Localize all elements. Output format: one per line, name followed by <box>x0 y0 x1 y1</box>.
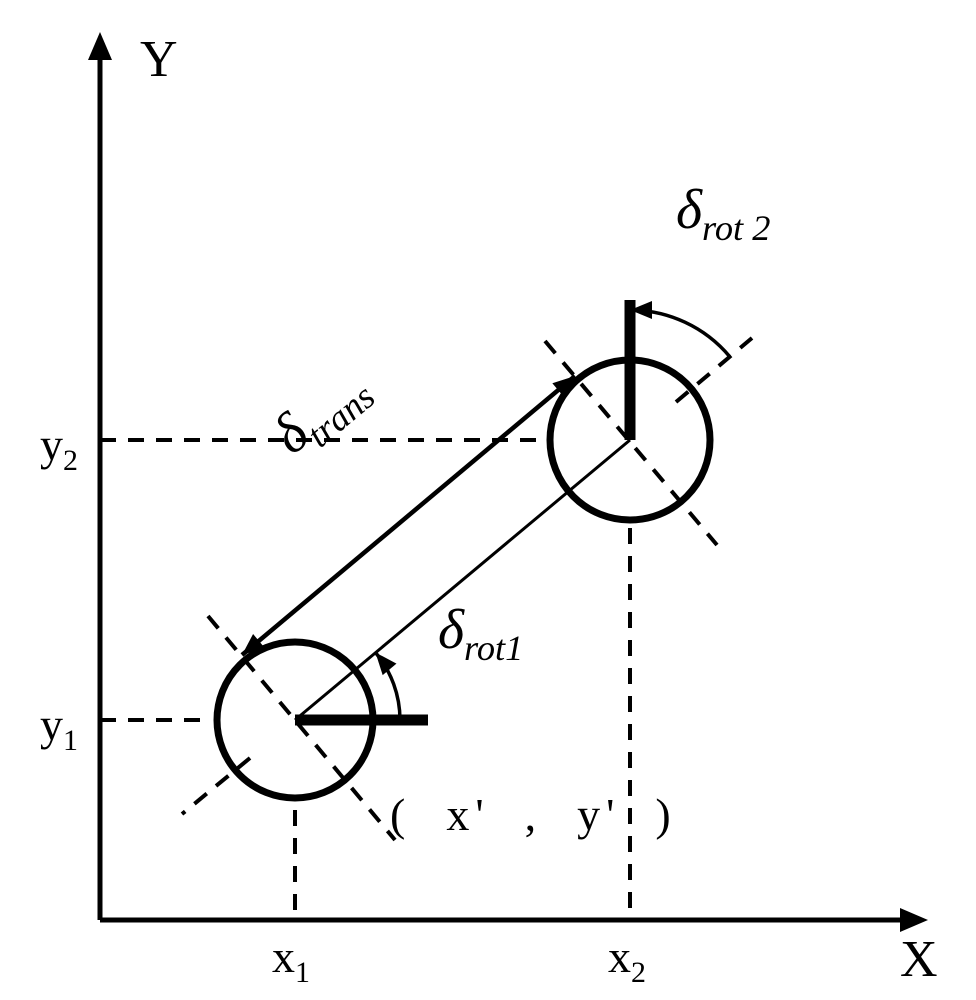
x1-label: x1 <box>272 930 310 990</box>
diagram-canvas: Y X y1 y2 x1 x2 ( x' , y' ) δrot1 δrot 2… <box>0 0 976 1000</box>
delta-rot2-label: δrot 2 <box>676 178 770 249</box>
delta-rot1-label: δrot1 <box>438 598 523 669</box>
xprime-yprime-label: ( x' , y' ) <box>390 788 677 841</box>
x2-label: x2 <box>608 930 646 990</box>
y2-label: y2 <box>40 418 78 478</box>
diagram-svg <box>0 0 976 1000</box>
y-axis-label: Y <box>140 30 178 89</box>
y1-label: y1 <box>40 698 78 758</box>
x-axis-label: X <box>900 930 938 989</box>
